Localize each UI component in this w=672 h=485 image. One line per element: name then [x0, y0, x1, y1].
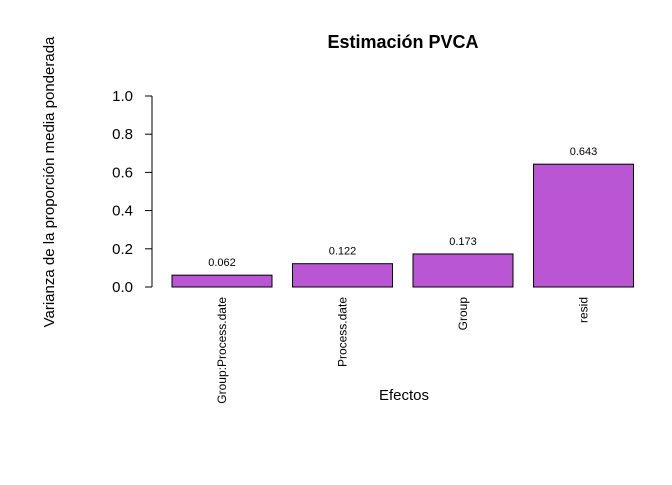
x-tick-label: resid — [577, 297, 591, 323]
y-tick-label: 0.2 — [112, 241, 133, 258]
bar-value-label: 0.062 — [208, 257, 236, 269]
x-tick-labels: Group:Process.date Process.date Group resid — [215, 297, 591, 404]
x-tick-label: Group — [456, 297, 470, 331]
bar-process-date — [292, 263, 393, 288]
x-tick-label: Process.date — [336, 297, 350, 367]
bar-resid — [533, 163, 634, 288]
y-tick-label: 1.0 — [112, 88, 133, 105]
chart-title: Estimación PVCA — [327, 32, 478, 52]
x-axis-label: Efectos — [379, 387, 429, 404]
y-tick-label: 0.8 — [112, 126, 133, 143]
y-tick-label: 0.0 — [112, 279, 133, 296]
data-labels: 0.062 0.122 0.173 0.643 — [208, 146, 597, 269]
bar-value-label: 0.122 — [329, 246, 357, 258]
x-tick-label: Group:Process.date — [215, 297, 229, 404]
y-axis-label: Varianza de la proporción media ponderad… — [41, 36, 58, 327]
bar-group-process-date — [171, 274, 273, 288]
bar-value-label: 0.173 — [449, 236, 477, 248]
bar-group — [412, 253, 514, 288]
bars — [171, 163, 634, 288]
y-tick-label: 0.4 — [112, 203, 133, 220]
bar-value-label: 0.643 — [570, 146, 598, 158]
y-tick-label: 0.6 — [112, 164, 133, 181]
y-axis: 0.0 0.2 0.4 0.6 0.8 1.0 — [112, 88, 153, 296]
